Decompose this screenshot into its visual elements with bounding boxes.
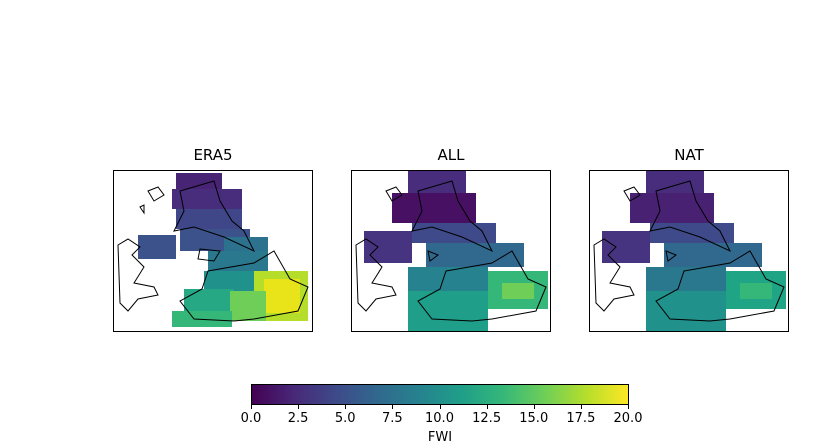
panel-title-era5: ERA5 — [193, 146, 233, 164]
colorbar-tick-label: 0.0 — [240, 411, 262, 426]
colorbar-tick — [628, 405, 629, 409]
all-fwi-field — [355, 171, 548, 331]
colorbar-tick-label: 2.5 — [287, 411, 309, 426]
colorbar-tick — [251, 405, 252, 409]
colorbar-tick-label: 12.5 — [472, 411, 502, 426]
panel-title-all: ALL — [437, 146, 465, 164]
colorbar-tick-label: 20.0 — [613, 411, 643, 426]
colorbar-tick — [439, 405, 441, 409]
panel-title-nat: NAT — [674, 146, 704, 164]
colorbar-tick — [345, 405, 347, 409]
colorbar-tick-label: 17.5 — [566, 411, 596, 426]
colorbar-tick — [486, 405, 488, 409]
colorbar-tick-label: 10.0 — [425, 411, 454, 426]
map-panel-era5 — [113, 170, 313, 332]
colorbar-tick-label: 15.0 — [519, 411, 549, 426]
colorbar-tick-label: 7.5 — [382, 411, 403, 426]
map-panel-nat — [589, 170, 789, 332]
map-panel-all — [351, 170, 551, 332]
nat-fwi-field — [593, 171, 786, 331]
colorbar — [251, 384, 629, 405]
colorbar-label: FWI — [427, 430, 453, 445]
colorbar-tick — [298, 405, 300, 409]
colorbar-tick — [533, 405, 535, 409]
colorbar-tick-label: 5.0 — [334, 411, 356, 426]
era5-fwi-field — [117, 173, 309, 327]
colorbar-tick — [392, 405, 394, 409]
colorbar-tick — [580, 405, 582, 409]
